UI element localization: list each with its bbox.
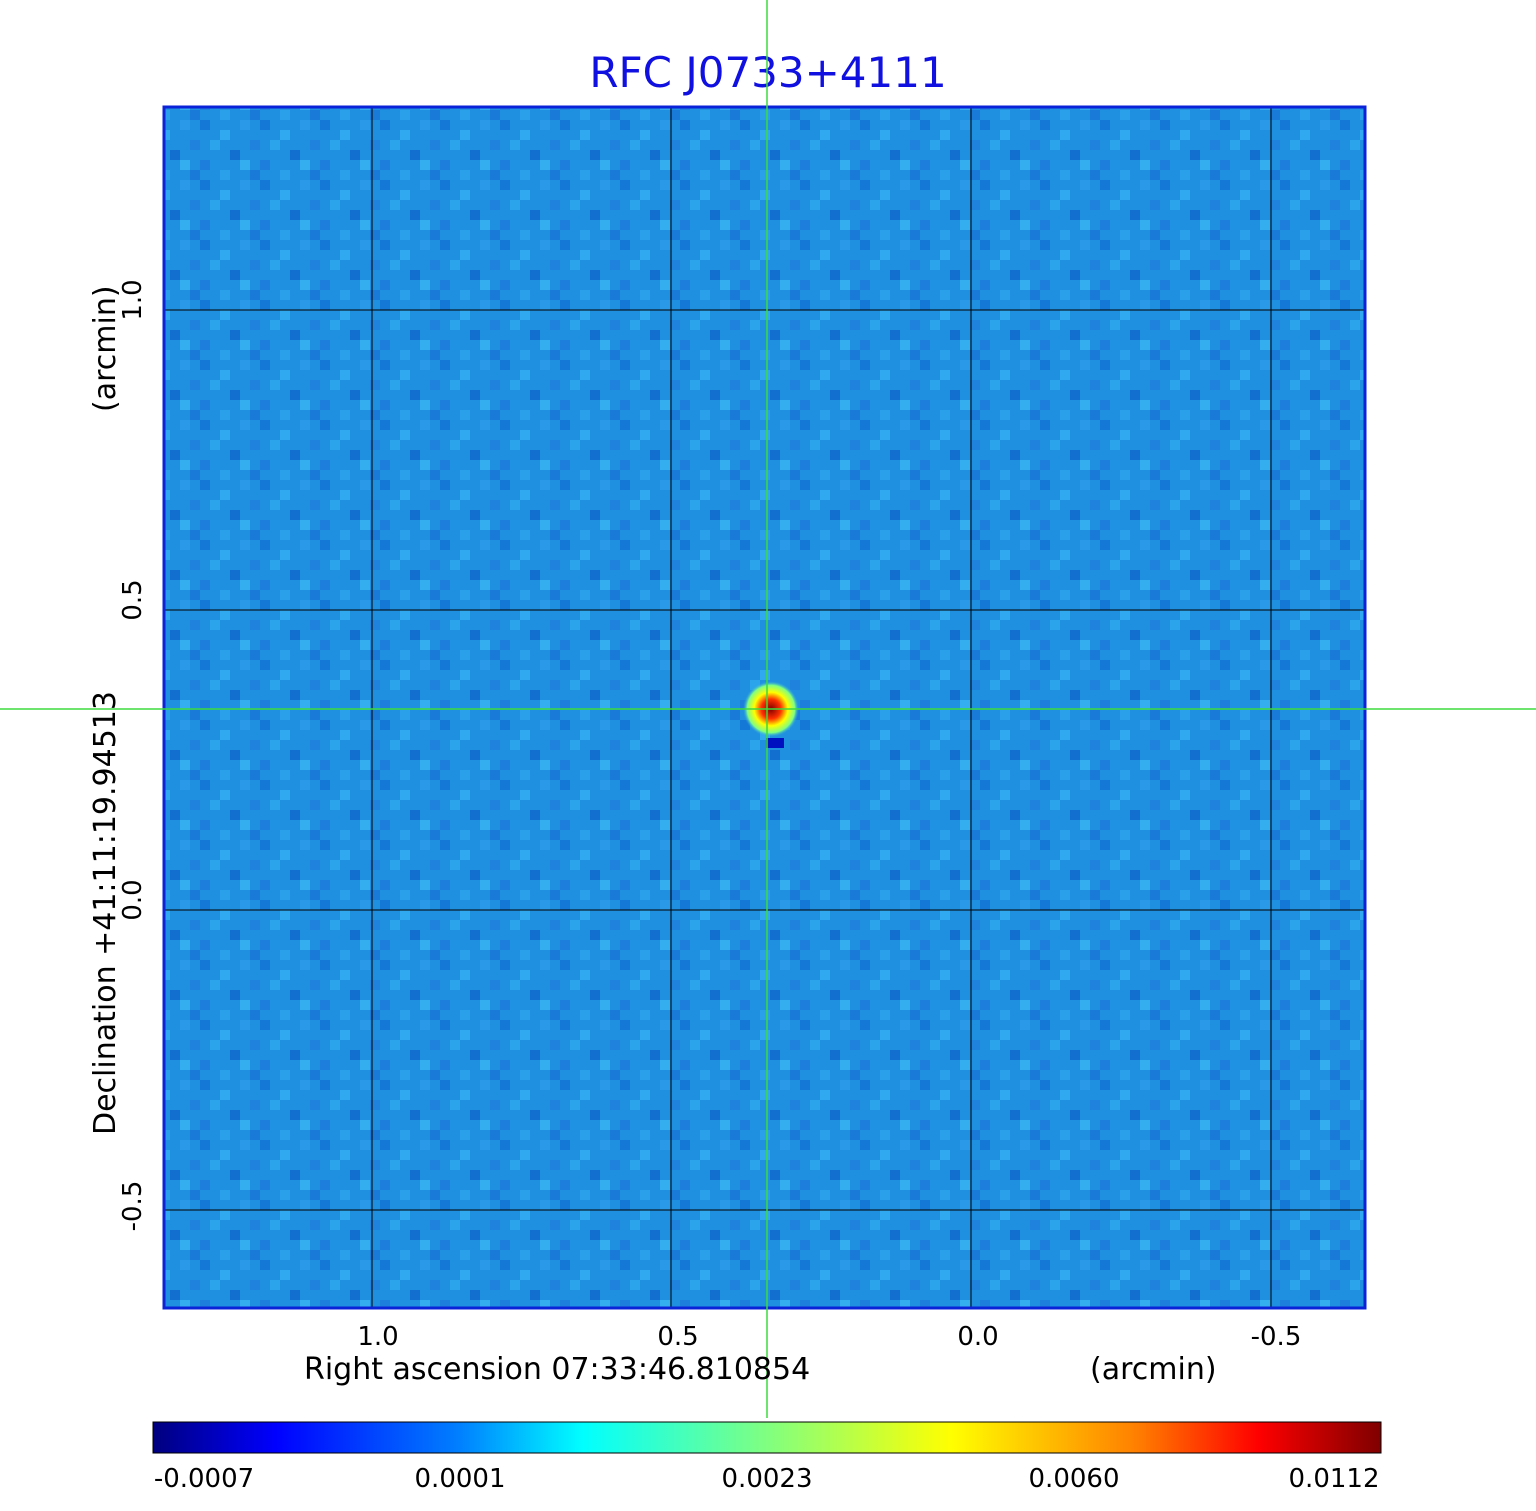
y-axis-label: Declination +41:11:19.94513 xyxy=(88,691,123,1135)
x-tick-label: 1.0 xyxy=(357,1322,399,1352)
colorbar-tick-label: 0.0060 xyxy=(1028,1464,1120,1494)
x-tick-label: -0.5 xyxy=(1250,1322,1302,1352)
negative-sidelobe xyxy=(766,738,784,748)
image-frame xyxy=(162,105,1367,1310)
x-axis-unit: (arcmin) xyxy=(1090,1352,1217,1387)
y-tick-label: -0.5 xyxy=(118,1180,148,1232)
coordinate-grid xyxy=(164,107,1365,1308)
figure-title: RFC J0733+4111 xyxy=(589,48,947,97)
colorbar xyxy=(152,1421,1382,1454)
colorbar-tick-label: 0.0023 xyxy=(721,1464,813,1494)
x-axis-label: Right ascension 07:33:46.810854 xyxy=(304,1352,811,1387)
x-tick-label: 0.0 xyxy=(957,1322,999,1352)
x-tick-label: 0.5 xyxy=(657,1322,699,1352)
colorbar-tick-label: -0.0007 xyxy=(153,1464,255,1494)
y-tick-label: 0.5 xyxy=(118,579,148,621)
colorbar-tick-label: 0.0001 xyxy=(414,1464,506,1494)
colorbar-tick-label: 0.0112 xyxy=(1288,1464,1380,1494)
y-axis-unit: (arcmin) xyxy=(88,285,123,412)
